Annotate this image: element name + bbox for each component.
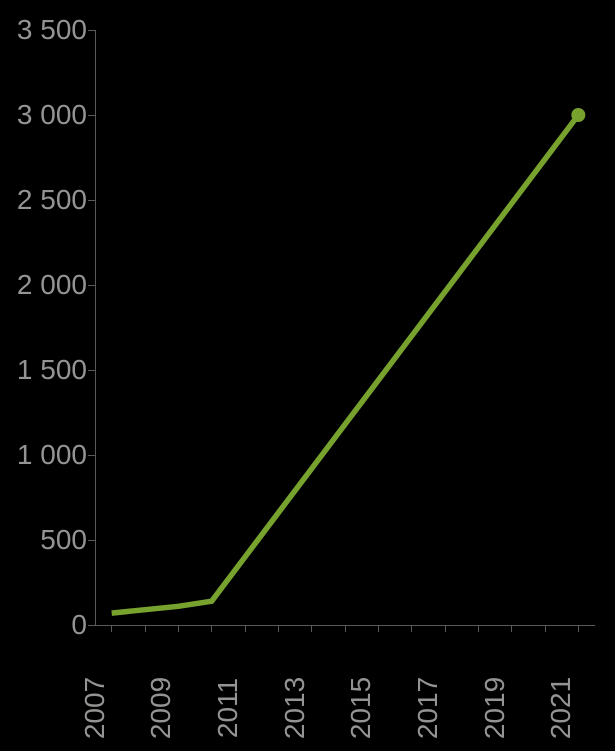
x-tick-mark [578, 625, 579, 632]
y-tick-label: 3 500 [17, 14, 87, 46]
x-tick-label: 2007 [79, 677, 145, 739]
x-tick-mark [545, 625, 546, 632]
y-axis-line [95, 30, 96, 625]
x-tick-mark [445, 625, 446, 632]
x-tick-mark [145, 625, 146, 632]
x-tick-label: 2017 [412, 677, 478, 739]
y-tick-label: 3 000 [17, 99, 87, 131]
data-line [112, 115, 579, 613]
y-tick-mark [88, 625, 95, 626]
x-tick-mark [211, 625, 212, 632]
x-tick-mark [111, 625, 112, 632]
y-tick-label: 2 500 [17, 184, 87, 216]
y-tick-mark [88, 540, 95, 541]
x-tick-label: 2015 [345, 677, 411, 739]
y-tick-label: 0 [71, 609, 87, 641]
x-tick-label: 2011 [212, 678, 278, 738]
plot-area [95, 30, 595, 625]
y-tick-mark [88, 30, 95, 31]
y-tick-mark [88, 370, 95, 371]
y-tick-label: 2 000 [17, 269, 87, 301]
y-tick-mark [88, 285, 95, 286]
x-tick-mark [178, 625, 179, 632]
x-tick-mark [278, 625, 279, 632]
x-tick-mark [411, 625, 412, 632]
chart-svg [95, 30, 595, 625]
x-tick-mark [245, 625, 246, 632]
x-tick-mark [345, 625, 346, 632]
x-tick-label: 2021 [545, 677, 611, 739]
x-tick-mark [511, 625, 512, 632]
end-marker [571, 108, 585, 122]
line-chart: 05001 0001 5002 0002 5003 0003 500200720… [0, 0, 615, 751]
y-tick-label: 1 000 [17, 439, 87, 471]
y-tick-label: 500 [40, 524, 87, 556]
x-tick-mark [378, 625, 379, 632]
x-tick-label: 2019 [479, 677, 545, 739]
y-tick-mark [88, 200, 95, 201]
y-tick-mark [88, 115, 95, 116]
x-tick-label: 2009 [145, 677, 211, 739]
x-tick-mark [478, 625, 479, 632]
y-tick-label: 1 500 [17, 354, 87, 386]
x-tick-mark [311, 625, 312, 632]
x-tick-label: 2013 [279, 677, 345, 739]
y-tick-mark [88, 455, 95, 456]
